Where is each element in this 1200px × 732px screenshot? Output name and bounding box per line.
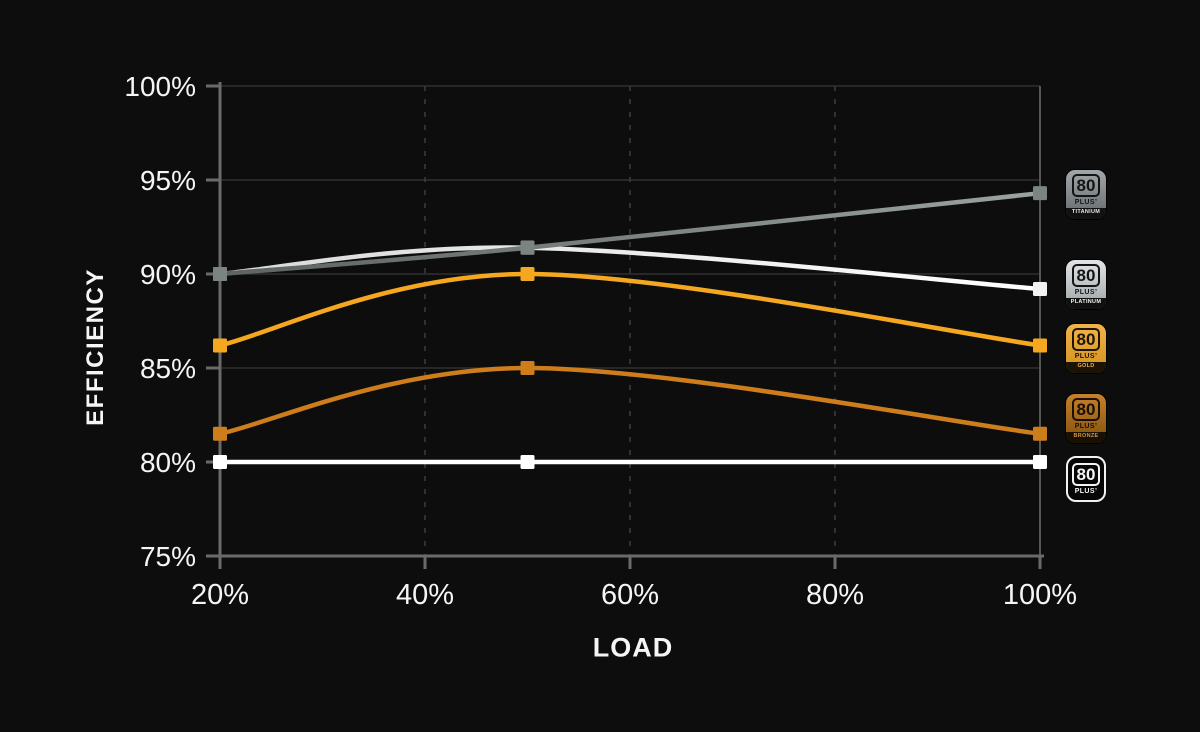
badge-80plus-gold: 80 PLUS’ GOLD [1066,324,1106,373]
series-marker-80-plus-platinum [1033,282,1047,297]
badge-80plus-titanium: 80 PLUS’ TITANIUM [1066,170,1106,219]
badge-tier-label: PLATINUM [1066,297,1106,309]
badge-plus-label: PLUS’ [1074,352,1098,360]
series-marker-80-plus [213,455,227,469]
series-marker-80-plus-titanium [213,267,227,281]
badge-plus-label: PLUS’ [1074,288,1098,296]
series-marker-80-plus [1033,455,1047,469]
series-line-80-plus-bronze [217,365,1043,437]
badge-tier-label: BRONZE [1066,431,1106,443]
series-marker-80-plus [520,455,535,469]
x-tick-label: 20% [191,579,249,611]
badge-plus-label: PLUS’ [1074,422,1098,430]
badge-tier-label: GOLD [1066,361,1106,373]
series-marker-80-plus-bronze [520,361,535,375]
series-marker-80-plus-titanium [1033,186,1047,201]
badge-plus-label: PLUS’ [1074,487,1098,495]
badge-80plus-base: 80 PLUS’ [1066,456,1106,502]
series-line-80-plus-gold [217,271,1043,348]
y-tick-label: 80% [140,447,196,478]
badge-face: 80 PLUS’ [1068,458,1104,500]
y-tick-label: 75% [140,541,196,572]
y-tick-label: 90% [140,259,196,290]
y-tick-label: 85% [140,353,196,384]
x-axis-title: LOAD [592,632,674,663]
badge-80-number: 80 [1071,174,1101,197]
badge-face: 80 PLUS’ [1066,260,1106,298]
badge-80-number: 80 [1071,264,1101,287]
series-line-80-plus-titanium [217,190,1043,277]
badge-80-number: 80 [1071,463,1101,486]
badge-80plus-bronze: 80 PLUS’ BRONZE [1066,394,1106,443]
series-marker-80-plus-gold [213,338,227,353]
badge-plus-label: PLUS’ [1074,198,1098,206]
series-marker-80-plus-titanium [520,240,535,255]
y-tick-label: 100% [124,71,196,102]
series-marker-80-plus-bronze [1033,426,1047,441]
x-tick-label: 80% [806,579,864,611]
series-marker-80-plus-gold [520,267,535,281]
badge-80plus-platinum: 80 PLUS’ PLATINUM [1066,260,1106,309]
x-tick-label: 100% [1003,579,1077,611]
series-marker-80-plus-bronze [213,426,227,441]
badge-face: 80 PLUS’ [1066,394,1106,432]
badge-80-number: 80 [1071,328,1101,351]
y-tick-label: 95% [140,165,196,196]
series-marker-80-plus-gold [1033,338,1047,353]
x-tick-label: 40% [396,579,454,611]
y-axis-title: EFFICIENCY [82,268,109,426]
x-tick-label: 60% [601,579,659,611]
badge-face: 80 PLUS’ [1066,324,1106,362]
badge-face: 80 PLUS’ [1066,170,1106,208]
badge-tier-label: TITANIUM [1066,207,1106,219]
badge-80-number: 80 [1071,398,1101,421]
series-line-80-plus-platinum [217,245,1043,292]
